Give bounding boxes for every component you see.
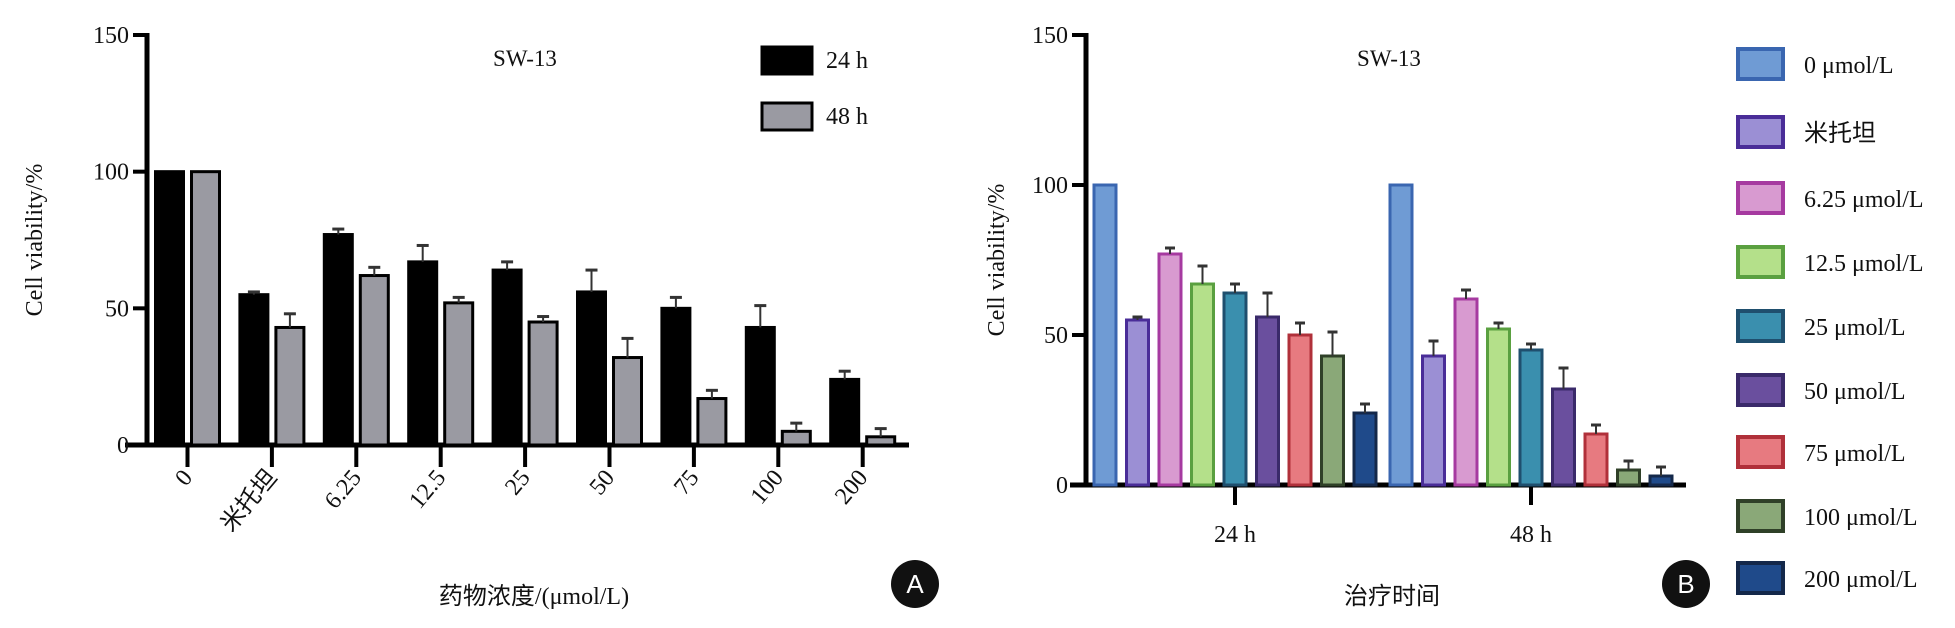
x-tick-label: 75 — [669, 465, 704, 500]
legend-label: 50 μmol/L — [1804, 379, 1906, 405]
x-tick-label: 0 — [170, 465, 198, 491]
legend-swatch — [1736, 373, 1785, 407]
legend-label: 200 μmol/L — [1804, 567, 1918, 593]
bar — [1518, 348, 1544, 487]
bar — [612, 356, 643, 447]
bar — [1388, 183, 1414, 487]
bar — [274, 325, 306, 447]
bar — [491, 268, 523, 447]
bar — [1190, 282, 1215, 487]
legend-swatch — [1736, 245, 1785, 279]
bar — [1551, 387, 1576, 487]
bar — [1125, 318, 1150, 487]
bar — [1092, 183, 1118, 487]
bar — [1352, 411, 1378, 487]
bar — [1648, 474, 1674, 487]
panel-label-b: B — [1662, 560, 1710, 608]
legend-label: 米托坦 — [1804, 120, 1876, 147]
legend-label: 25 μmol/L — [1804, 315, 1906, 341]
y-tick-label: 100 — [1032, 173, 1068, 199]
bar — [1157, 252, 1183, 487]
bar — [358, 274, 390, 447]
bar — [780, 429, 812, 447]
bar — [576, 290, 607, 447]
chart-b-xlabel: 治疗时间 — [1344, 583, 1440, 610]
legend-label: 48 h — [826, 104, 868, 130]
chart-a-title: SW-13 — [493, 46, 557, 71]
chart-a-ylabel: Cell viability/% — [22, 164, 48, 317]
bar — [1320, 354, 1345, 487]
legend-swatch — [1736, 435, 1785, 469]
bar — [1583, 432, 1609, 487]
panel-label-b-text: B — [1677, 569, 1694, 599]
bar — [865, 435, 897, 447]
bar — [660, 306, 692, 447]
legend-swatch — [760, 101, 814, 132]
bar — [443, 301, 475, 447]
legend-swatch — [1736, 309, 1785, 343]
bar — [322, 233, 354, 447]
panel-label-a: A — [891, 560, 939, 608]
chart-b-ylabel: Cell viability/% — [984, 184, 1010, 337]
legend-swatch — [1736, 499, 1785, 533]
y-tick-label: 50 — [1044, 323, 1068, 349]
x-tick-label: 200 — [830, 465, 873, 509]
x-tick-label: 48 h — [1510, 522, 1552, 548]
chart-a-xlabel: 药物浓度/(μmol/L) — [439, 583, 629, 610]
legend-label: 100 μmol/L — [1804, 505, 1918, 531]
legend-swatch — [1736, 115, 1785, 149]
bar — [1421, 354, 1446, 487]
bar — [744, 325, 776, 447]
y-tick-label: 0 — [117, 433, 129, 459]
chart-b-title: SW-13 — [1357, 46, 1421, 71]
x-tick-label: 100 — [746, 465, 789, 509]
x-tick-label: 米托坦 — [216, 465, 283, 538]
legend-label: 6.25 μmol/L — [1804, 187, 1924, 213]
legend-swatch — [1736, 181, 1785, 215]
bar — [829, 377, 861, 447]
bar — [190, 170, 221, 447]
legend-swatch — [1736, 47, 1785, 81]
bar — [1453, 297, 1479, 487]
bar — [1486, 327, 1511, 487]
chart-b: SW-13 Cell viability/% 治疗时间 B 0 50 100 150 2… — [984, 23, 1924, 610]
bar — [1287, 333, 1313, 487]
bar — [696, 397, 728, 447]
x-tick-label: 6.25 — [320, 465, 367, 514]
legend-label: 75 μmol/L — [1804, 441, 1906, 467]
y-tick-label: 150 — [93, 23, 129, 49]
chart-a: SW-13 Cell viability/% 药物浓度/(μmol/L) A 0… — [22, 23, 939, 610]
legend-swatch — [1736, 561, 1785, 595]
y-tick-label: 100 — [93, 160, 129, 186]
bar — [527, 320, 559, 447]
y-tick-label: 150 — [1032, 23, 1068, 49]
x-tick-label: 12.5 — [404, 465, 451, 514]
legend-label: 12.5 μmol/L — [1804, 251, 1924, 277]
x-tick-label: 50 — [585, 465, 620, 500]
bar — [154, 170, 185, 447]
y-tick-label: 0 — [1056, 473, 1068, 499]
bar — [1255, 315, 1280, 487]
legend-label: 24 h — [826, 48, 868, 74]
y-tick-label: 50 — [105, 296, 129, 322]
bar — [1616, 468, 1641, 487]
bar — [238, 293, 270, 447]
bar — [1222, 291, 1248, 487]
legend-label: 0 μmol/L — [1804, 53, 1894, 79]
x-tick-label: 25 — [500, 465, 535, 500]
x-tick-label: 24 h — [1214, 522, 1256, 548]
bar — [407, 260, 439, 447]
panel-label-a-text: A — [906, 569, 924, 599]
legend-swatch — [760, 45, 814, 76]
